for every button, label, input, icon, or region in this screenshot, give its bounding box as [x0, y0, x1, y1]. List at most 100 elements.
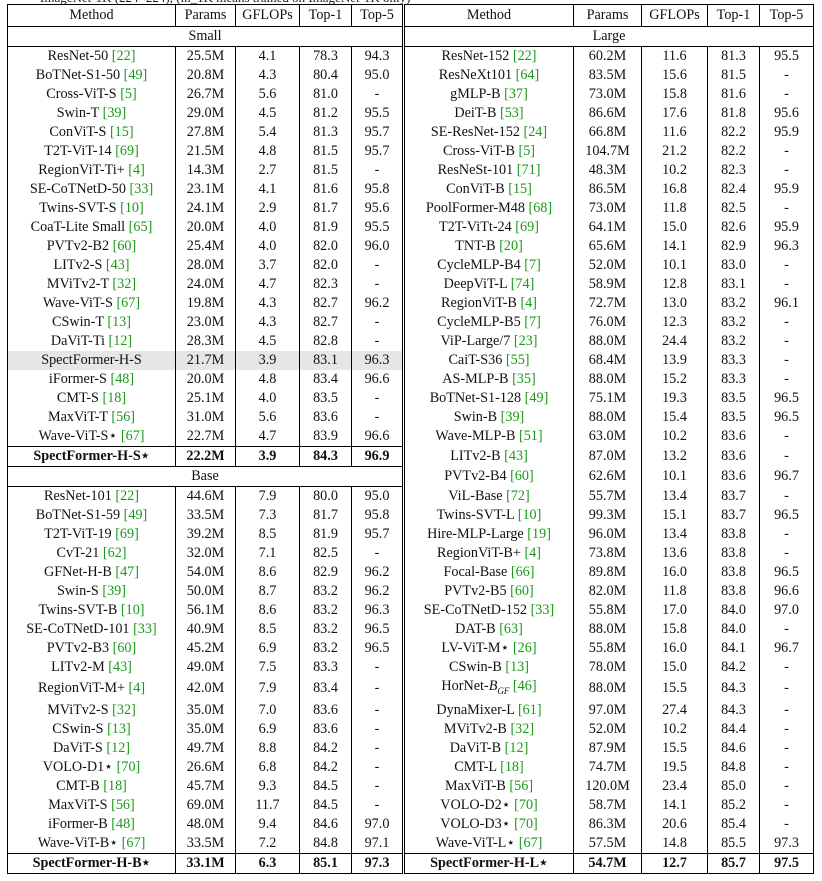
citation-link[interactable]: [70] [514, 815, 538, 832]
method-name: DaViT-S [52, 739, 103, 756]
citation-link[interactable]: [53] [499, 105, 524, 121]
citation-link[interactable]: [22] [115, 488, 139, 504]
citation-link[interactable]: [22] [111, 48, 136, 64]
citation-link[interactable]: [24] [523, 124, 548, 140]
citation-link[interactable]: [32] [510, 720, 535, 737]
citation-link[interactable]: [7] [524, 257, 541, 273]
citation-link[interactable]: [67] [518, 834, 543, 851]
left-params-cell: 39.2M [175, 525, 236, 544]
citation-link[interactable]: [33] [133, 621, 157, 637]
citation-link[interactable]: [10] [120, 200, 144, 216]
left-params-cell: 50.0M [175, 582, 236, 601]
left-gflops-cell: 7.9 [235, 677, 300, 701]
citation-link[interactable]: [70] [514, 796, 538, 813]
citation-link[interactable]: [4] [520, 295, 537, 311]
citation-link[interactable]: [64] [515, 67, 540, 83]
citation-link[interactable]: [13] [107, 314, 131, 330]
citation-link[interactable]: [32] [112, 276, 137, 292]
citation-link[interactable]: [62] [102, 545, 127, 561]
citation-link[interactable]: [71] [516, 162, 541, 178]
citation-link[interactable]: [51] [518, 428, 543, 445]
citation-link[interactable]: [37] [504, 86, 528, 102]
citation-link[interactable]: [32] [112, 701, 136, 718]
citation-link[interactable]: [35] [512, 371, 536, 387]
citation-link[interactable]: [12] [108, 333, 133, 349]
left-method-cell: CoaT-Lite Small [65] [7, 218, 176, 237]
citation-link[interactable]: [43] [105, 257, 130, 273]
citation-link[interactable]: [66] [510, 564, 535, 580]
citation-link[interactable]: [65] [128, 219, 153, 235]
citation-link[interactable]: [68] [528, 200, 553, 216]
citation-link[interactable]: [56] [111, 796, 135, 813]
citation-link[interactable]: [39] [500, 409, 525, 425]
method-name: Wave-ViT-L⋆ [435, 834, 516, 851]
citation-link[interactable]: [5] [518, 143, 536, 159]
citation-link[interactable]: [55] [505, 352, 530, 368]
citation-link[interactable]: [60] [112, 640, 137, 656]
citation-link[interactable]: [47] [115, 564, 139, 580]
citation-link[interactable]: [13] [505, 659, 529, 675]
citation-link[interactable]: [19] [527, 526, 551, 542]
citation-link[interactable]: [5] [120, 86, 137, 102]
citation-link[interactable]: [69] [115, 526, 139, 542]
citation-link[interactable]: [12] [106, 739, 131, 756]
citation-link[interactable]: [10] [517, 507, 542, 523]
citation-link[interactable]: [67] [120, 428, 145, 444]
citation-link[interactable]: [18] [102, 390, 127, 406]
citation-link[interactable]: [60] [112, 238, 137, 254]
citation-link[interactable]: [39] [102, 583, 126, 599]
citation-link[interactable]: [10] [120, 602, 145, 618]
citation-link[interactable]: [20] [499, 238, 523, 254]
citation-link[interactable]: [67] [116, 295, 141, 311]
citation-link[interactable]: [70] [116, 758, 141, 775]
citation-link[interactable]: [22] [512, 48, 537, 64]
right-top5-cell: - [759, 427, 814, 447]
citation-link[interactable]: [43] [108, 659, 132, 675]
left-top1-cell: 83.2 [299, 582, 352, 601]
table-row: ResNet-50 [22] 25.5M 4.1 78.3 94.3 ResNet-152… [7, 46, 814, 66]
citation-link[interactable]: [4] [128, 162, 145, 178]
citation-link[interactable]: [56] [111, 409, 136, 425]
citation-link[interactable]: [12] [504, 739, 529, 756]
citation-link[interactable]: [18] [500, 758, 524, 775]
left-top5-cell: 96.3 [351, 601, 404, 620]
right-method-cell: Hire-MLP-Large [19] [402, 525, 574, 544]
citation-link[interactable]: [18] [103, 777, 127, 794]
citation-link[interactable]: [33] [129, 181, 154, 197]
citation-link[interactable]: [49] [123, 67, 148, 83]
left-params-cell: 25.4M [175, 237, 236, 256]
citation-link[interactable]: [46] [512, 678, 537, 694]
citation-link[interactable]: [48] [111, 815, 135, 832]
citation-link[interactable]: [33] [530, 602, 555, 618]
citation-link[interactable]: [15] [109, 124, 134, 140]
citation-link[interactable]: [13] [107, 720, 131, 737]
citation-link[interactable]: [69] [515, 219, 539, 235]
citation-link[interactable]: [72] [506, 487, 530, 504]
method-name: Wave-ViT-B⋆ [37, 834, 119, 851]
citation-link[interactable]: [60] [510, 583, 534, 599]
citation-link[interactable]: [48] [110, 371, 135, 387]
citation-link[interactable]: [56] [509, 777, 534, 794]
method-name: PVTv2-B2 [46, 238, 110, 254]
citation-link[interactable]: [15] [508, 181, 532, 197]
left-params-cell: 33.1M [175, 852, 236, 874]
citation-link[interactable]: [69] [115, 143, 139, 159]
citation-link[interactable]: [74] [510, 276, 535, 292]
header-method-left: Method [7, 4, 176, 27]
citation-link[interactable]: [63] [499, 621, 523, 637]
citation-link[interactable]: [61] [517, 701, 542, 718]
citation-link[interactable]: [26] [512, 640, 537, 656]
right-method-cell: LV-ViT-M⋆ [26] [402, 639, 574, 658]
citation-link[interactable]: [49] [524, 390, 549, 406]
citation-link[interactable]: [4] [524, 545, 541, 561]
right-top5-cell: - [759, 85, 814, 104]
citation-link[interactable]: [49] [123, 507, 148, 523]
left-top5-cell: - [351, 332, 404, 351]
citation-link[interactable]: [67] [121, 834, 146, 851]
citation-link[interactable]: [60] [510, 468, 534, 484]
citation-link[interactable]: [39] [102, 105, 127, 121]
citation-link[interactable]: [4] [128, 680, 146, 697]
citation-link[interactable]: [43] [504, 448, 528, 464]
citation-link[interactable]: [23] [513, 333, 538, 349]
citation-link[interactable]: [7] [524, 314, 541, 330]
